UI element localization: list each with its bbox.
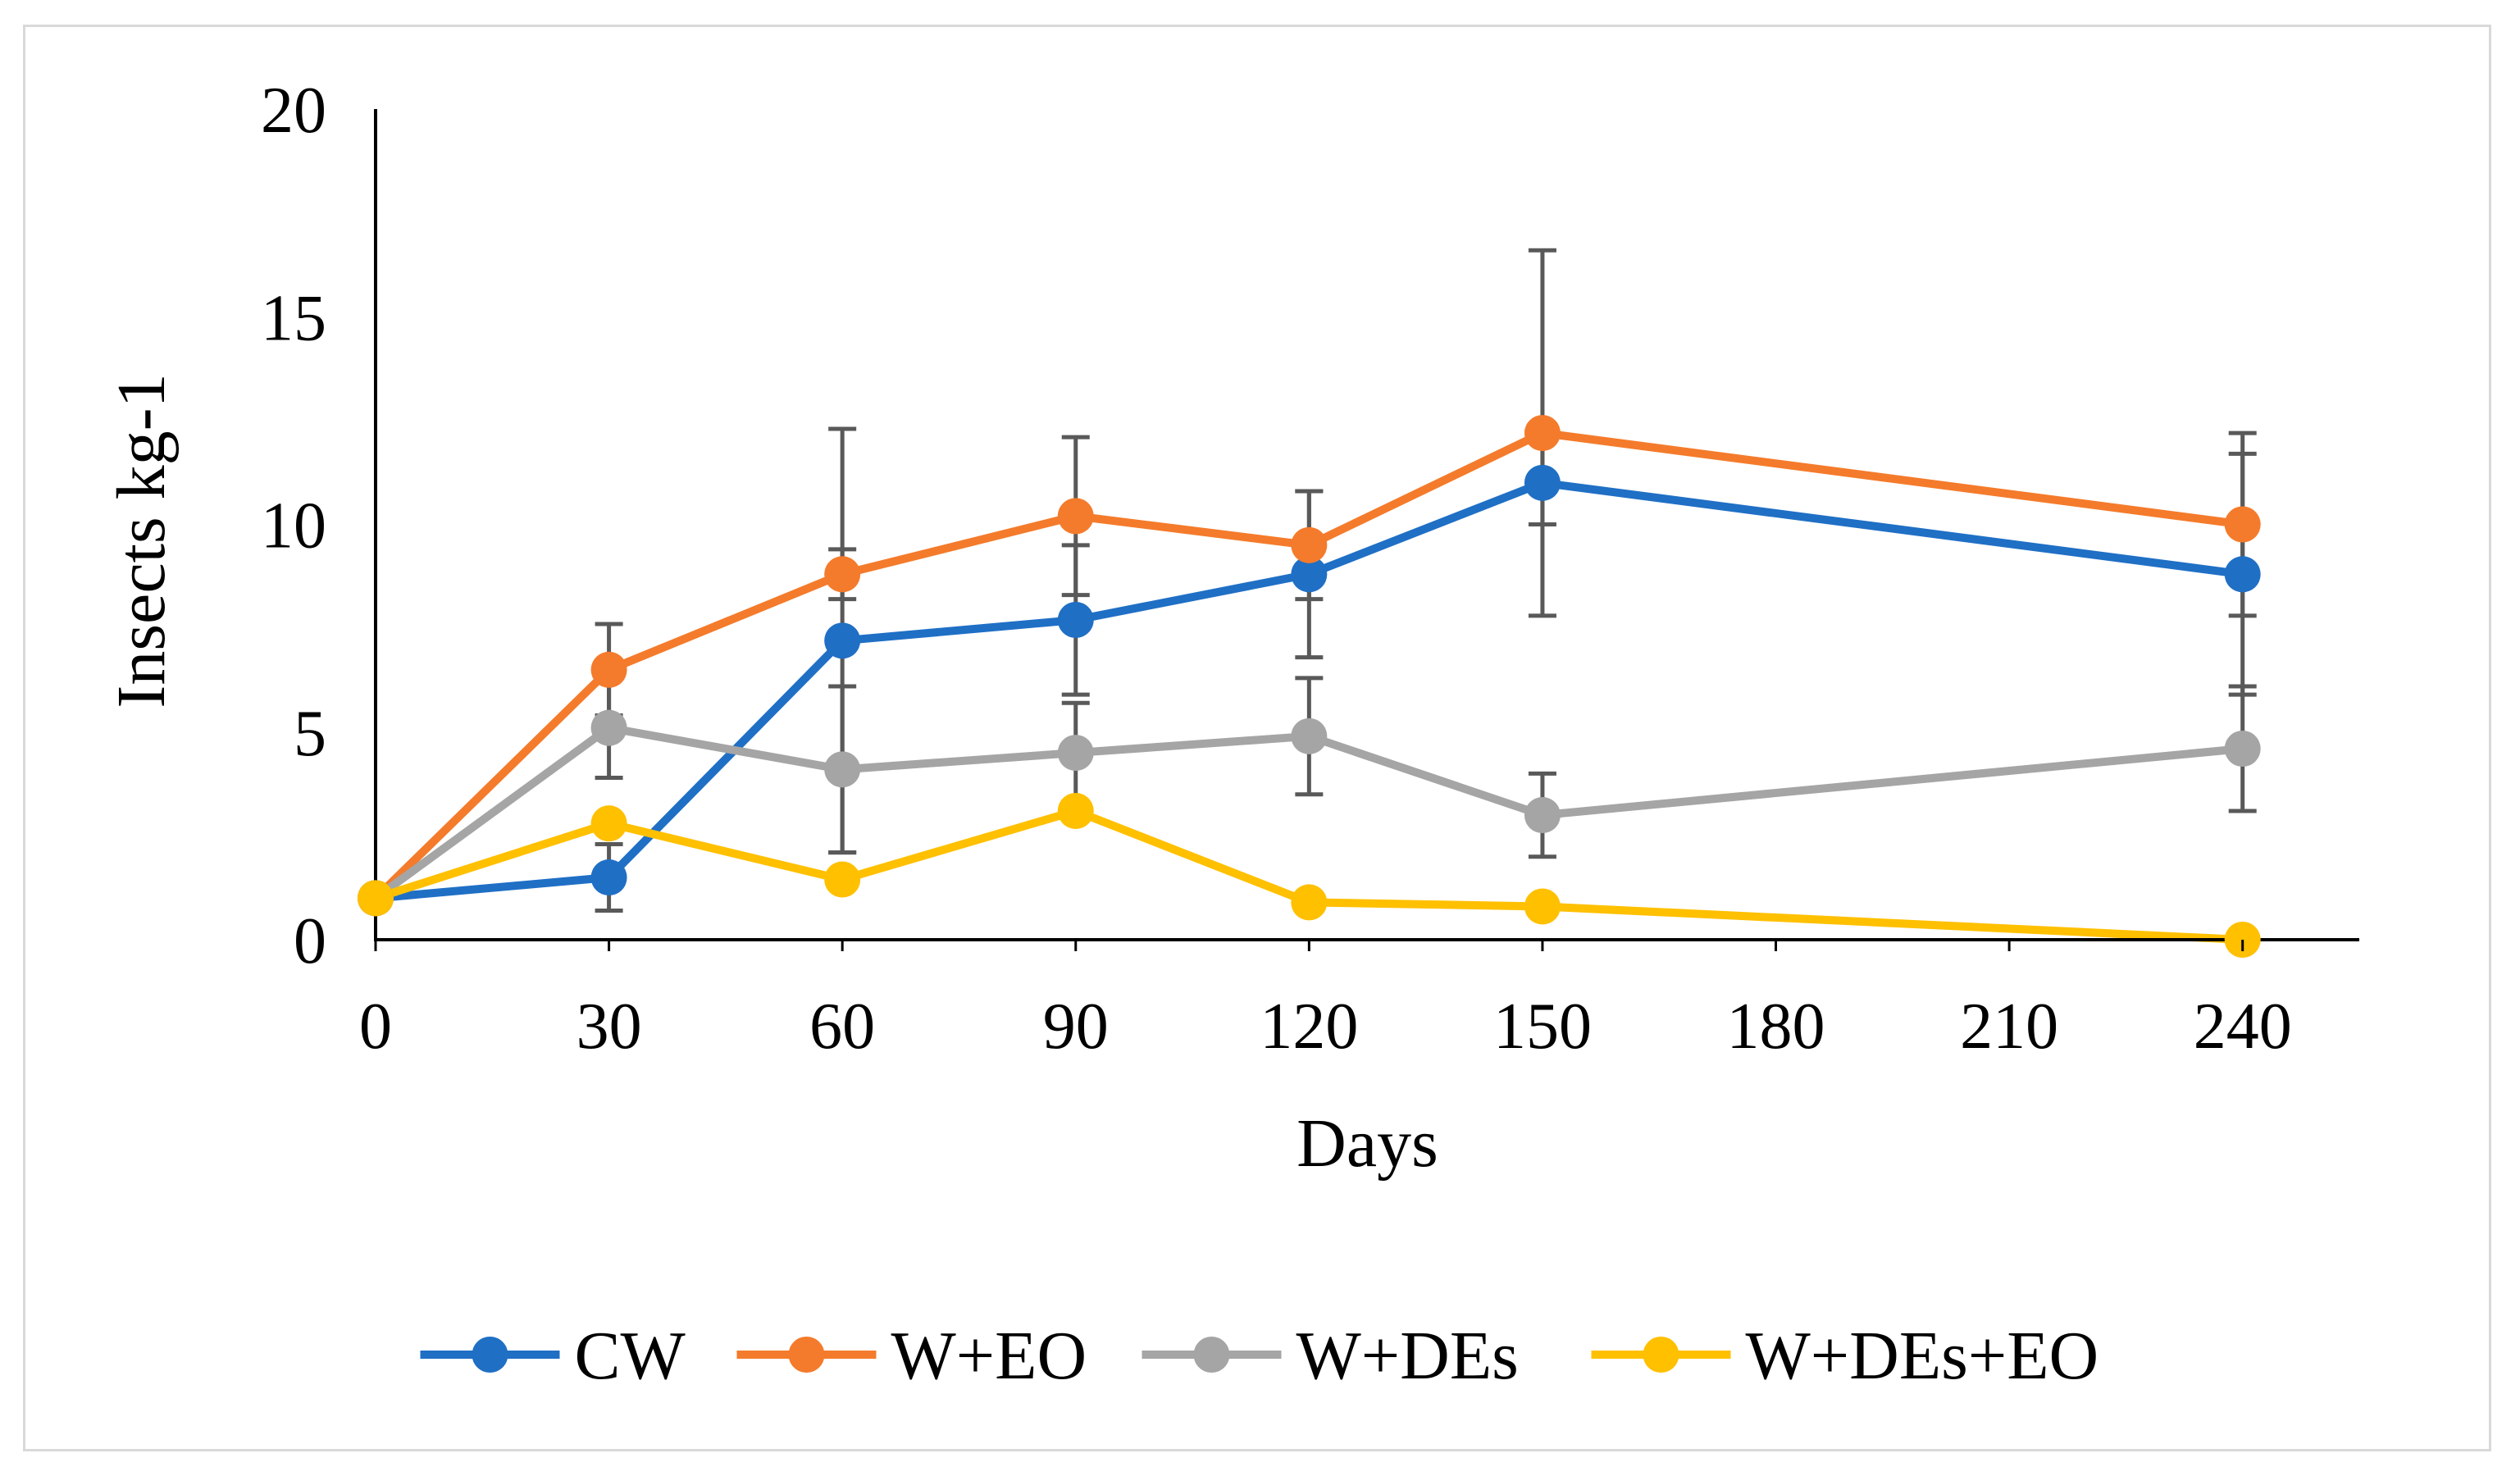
- legend-label-w-eo: W+EO: [891, 1318, 1087, 1394]
- y-tick-label: 20: [261, 75, 326, 147]
- x-tick-labels: 0 30 60 90 120 150 180 210 240: [359, 940, 2292, 1063]
- data-point-cw: [1057, 601, 1094, 638]
- legend-label-cw: CW: [575, 1318, 686, 1394]
- y-tick-label: 5: [294, 698, 326, 770]
- legend-marker-w-des: [1193, 1337, 1230, 1373]
- data-point-w-eo: [1524, 415, 1561, 452]
- legend-label-w-des: W+DEs: [1296, 1318, 1519, 1394]
- data-point-cw: [1291, 556, 1328, 593]
- legend-label-w-des-eo: W+DEs+EO: [1746, 1318, 2099, 1394]
- x-tick-label: 210: [1960, 991, 2058, 1063]
- data-point-w-des-eo: [1291, 884, 1328, 921]
- x-tick-label: 150: [1493, 991, 1592, 1063]
- data-point-w-eo: [824, 556, 861, 593]
- y-tick-labels: 0 5 10 15 20: [261, 75, 326, 977]
- y-tick-label: 0: [294, 905, 326, 977]
- data-point-w-des: [1057, 735, 1094, 772]
- data-point-w-eo: [1291, 526, 1328, 563]
- legend-marker-w-eo: [788, 1337, 825, 1373]
- y-tick-label: 10: [261, 490, 326, 563]
- data-point-w-eo: [1057, 498, 1094, 535]
- data-point-w-eo: [2224, 506, 2261, 543]
- x-tick-label: 60: [809, 991, 875, 1063]
- legend: CW W+EO W+DEs W+DEs+EO: [420, 1318, 2099, 1394]
- data-point-w-eo: [590, 651, 627, 688]
- data-point-w-des: [1291, 718, 1328, 754]
- data-point-w-des: [590, 709, 627, 746]
- x-tick-label: 180: [1727, 991, 1825, 1063]
- legend-marker-w-des-eo: [1643, 1337, 1679, 1373]
- axes: [374, 109, 2359, 941]
- y-axis-title: Insects kg-1: [103, 373, 180, 708]
- data-point-w-des-eo: [1524, 888, 1561, 925]
- data-point-w-des: [2224, 731, 2261, 768]
- data-point-w-des-eo: [1057, 792, 1094, 829]
- x-tick-label: 90: [1043, 991, 1109, 1063]
- data-point-w-des-eo: [358, 880, 394, 917]
- x-tick-label: 120: [1260, 991, 1358, 1063]
- data-point-cw: [824, 622, 861, 659]
- data-point-w-des-eo: [590, 805, 627, 842]
- legend-marker-cw: [472, 1337, 508, 1373]
- y-tick-label: 15: [261, 282, 326, 354]
- data-point-cw: [590, 859, 627, 896]
- data-point-w-des: [1524, 797, 1561, 834]
- x-tick-label: 30: [576, 991, 642, 1063]
- x-tick-label: 240: [2194, 991, 2292, 1063]
- x-axis-title: Days: [1296, 1105, 1438, 1182]
- data-point-w-des-eo: [824, 861, 861, 898]
- data-point-cw: [2224, 556, 2261, 593]
- data-point-w-des: [824, 751, 861, 788]
- data-point-cw: [1524, 464, 1561, 501]
- x-tick-label: 0: [359, 991, 392, 1063]
